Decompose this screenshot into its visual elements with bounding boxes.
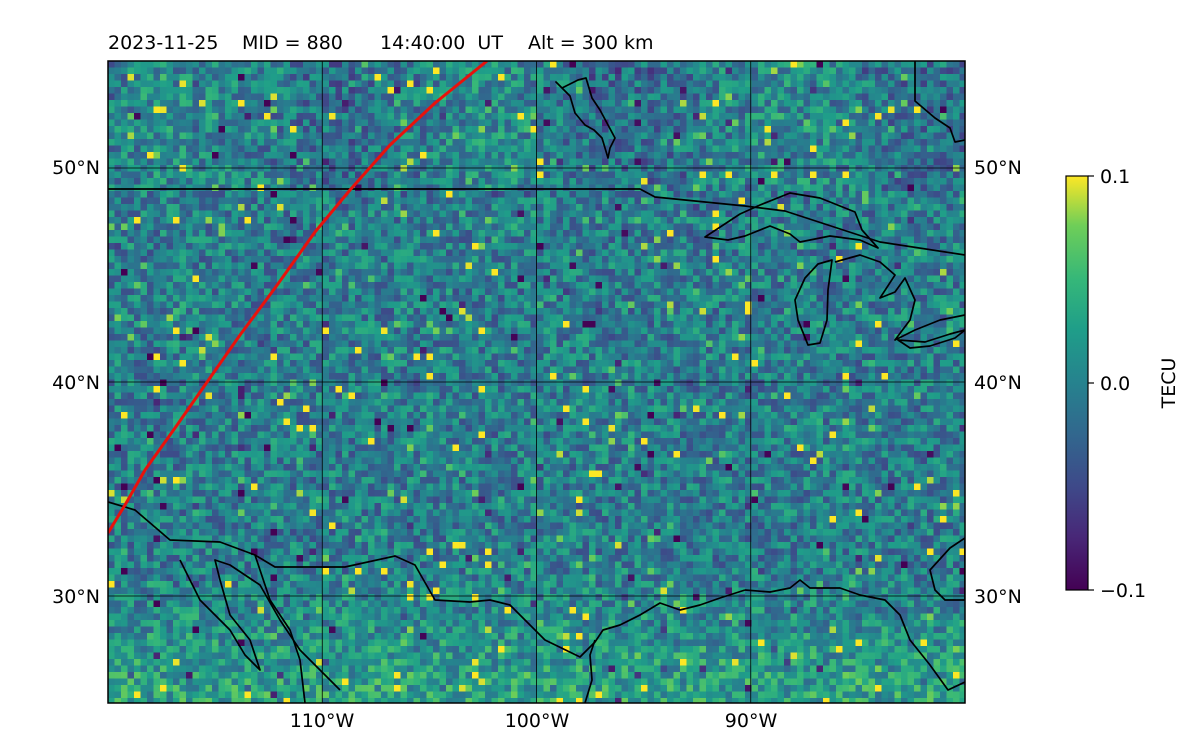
lat-label-40-right: 40°N (974, 372, 1022, 394)
map-panel (108, 61, 965, 703)
lon-label-110: 110°W (290, 710, 355, 732)
title-date: 2023-11-25 (108, 32, 218, 54)
border-us-canada (108, 188, 965, 256)
title-alt: Alt = 300 km (528, 32, 654, 54)
lake-michigan (794, 259, 833, 346)
colorbar-gradient (1065, 175, 1089, 591)
lake-erie (897, 329, 965, 349)
satellite-track (108, 61, 488, 534)
map-gridlines (108, 61, 965, 703)
title-time: 14:40:00 UT (380, 32, 503, 54)
coast-florida (929, 537, 965, 601)
lat-label-50-left: 50°N (52, 157, 100, 179)
colorbar-label-zero: 0.0 (1100, 373, 1130, 395)
coast-hudson-bay (555, 77, 616, 159)
colorbar-title: TECU (1158, 358, 1180, 410)
lat-label-50-right: 50°N (974, 157, 1022, 179)
lat-label-40-left: 40°N (52, 372, 100, 394)
tec-heatmap (108, 61, 965, 703)
coastlines (108, 61, 965, 703)
lat-label-30-right: 30°N (974, 586, 1022, 608)
coast-james-bay-east (914, 61, 965, 143)
colorbar-label-min: −0.1 (1100, 580, 1146, 602)
lon-label-100: 100°W (505, 710, 570, 732)
colorbar: 0.1 0.0 −0.1 TECU (1065, 166, 1180, 602)
coast-mexico-east (584, 639, 596, 703)
map-frame (107, 60, 966, 704)
lat-labels-left: 50°N 40°N 30°N (52, 157, 100, 608)
border-us-mexico (108, 501, 746, 658)
title-mid: MID = 880 (242, 32, 343, 54)
lake-superior (704, 192, 879, 249)
lat-label-30-left: 30°N (52, 586, 100, 608)
lake-huron (834, 254, 965, 341)
coast-gulf (744, 579, 965, 691)
coast-mexico-mainland (254, 554, 306, 703)
lat-labels-right: 50°N 40°N 30°N (974, 157, 1022, 608)
lon-label-90: 90°W (725, 710, 778, 732)
colorbar-label-max: 0.1 (1100, 166, 1130, 188)
lon-labels: 110°W 100°W 90°W (290, 710, 778, 732)
